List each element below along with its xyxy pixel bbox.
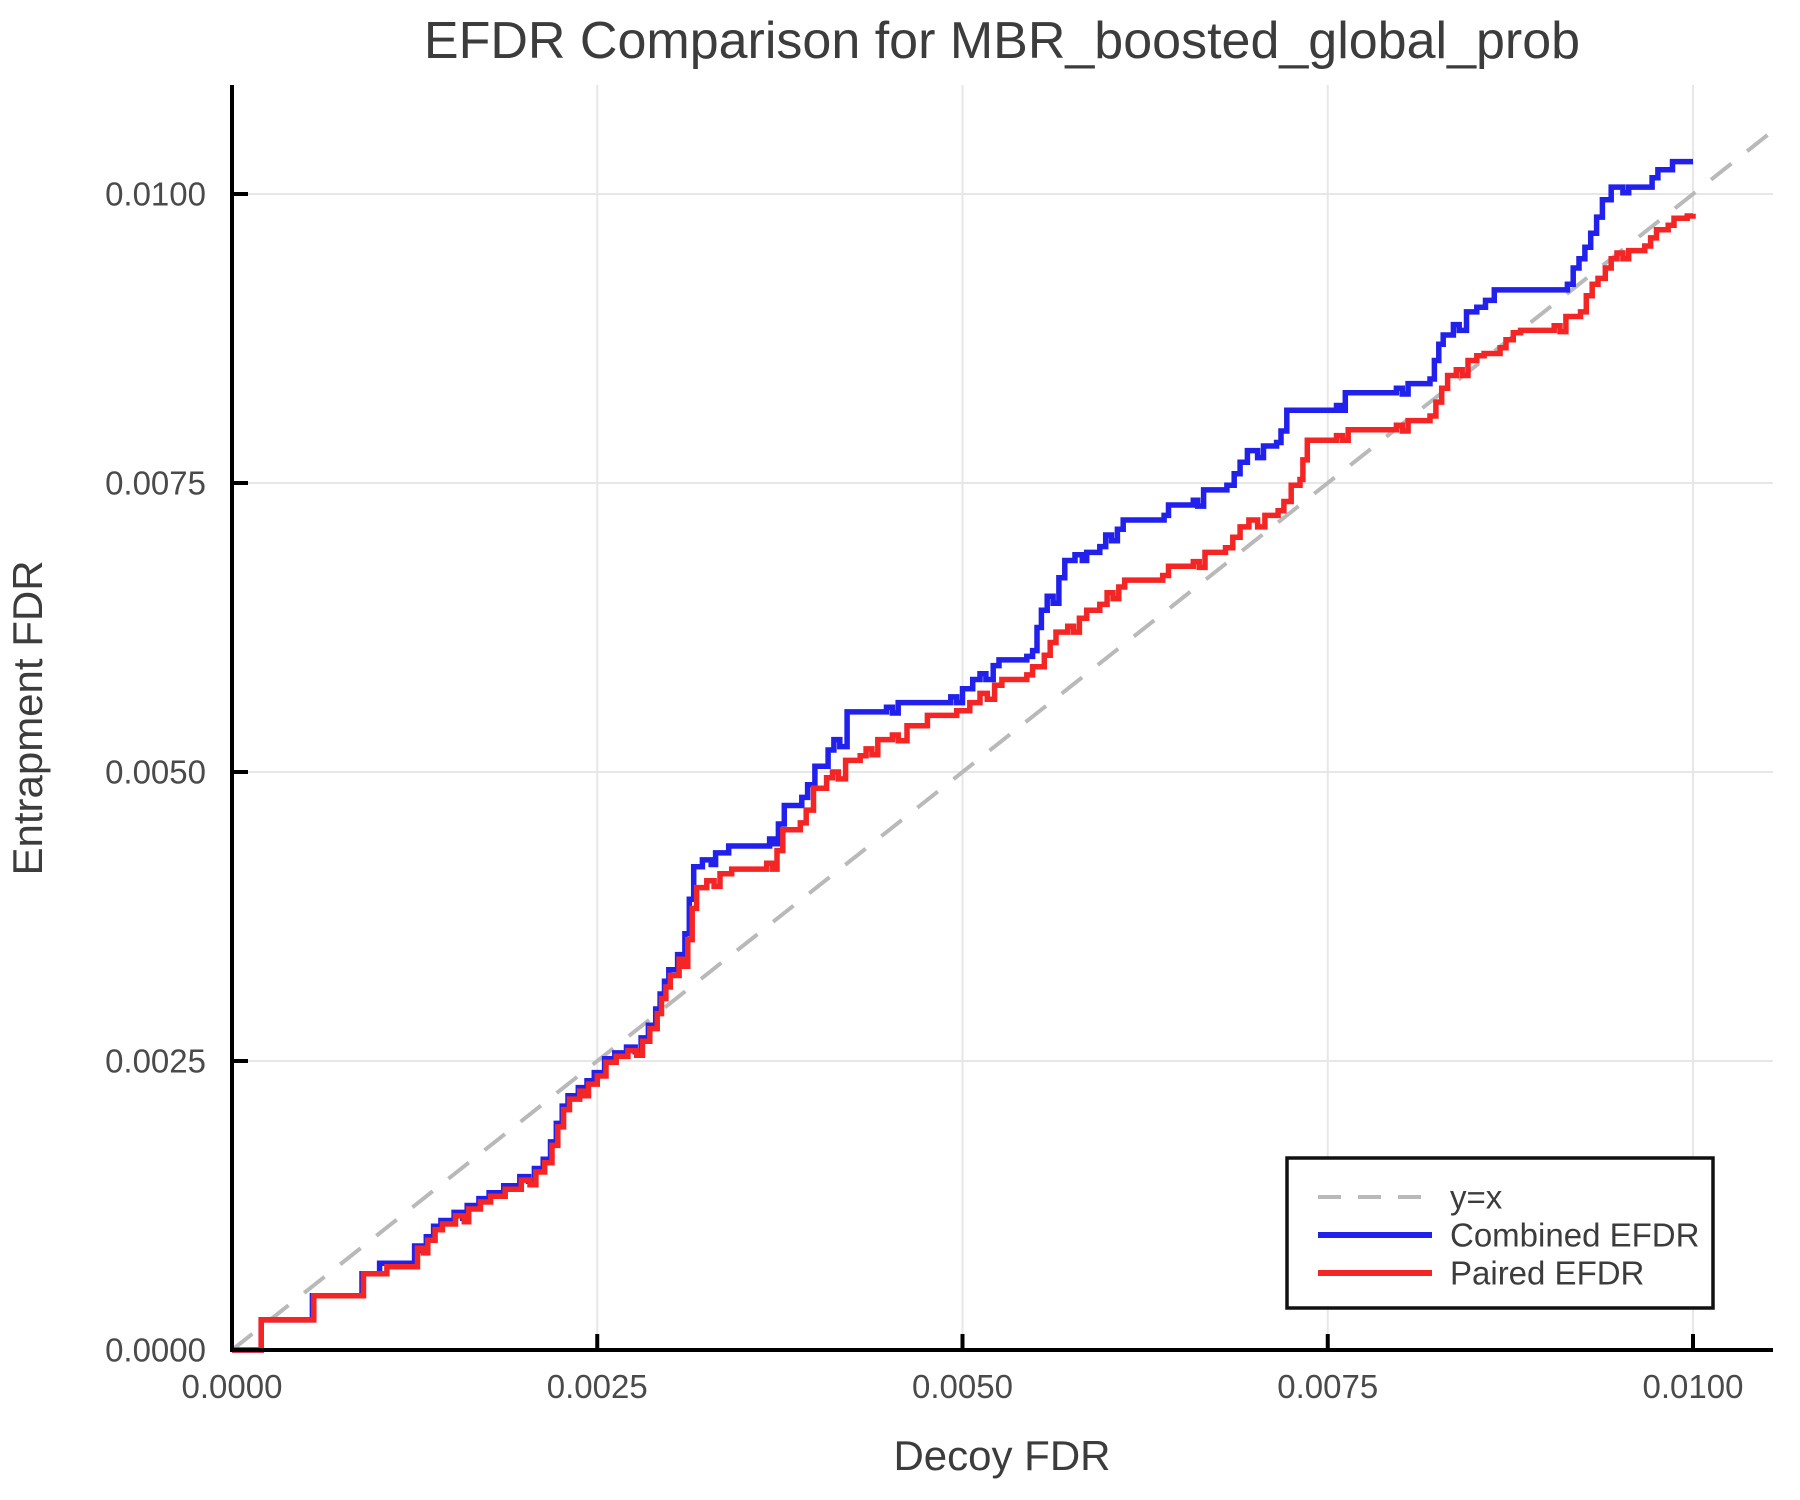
legend-entry-identity: y=x bbox=[1450, 1179, 1503, 1216]
gridlines bbox=[232, 85, 1773, 1350]
combined-efdr-line bbox=[232, 158, 1693, 1353]
x-tick-label: 0.0025 bbox=[547, 1368, 648, 1405]
tick-labels: 0.0000 0.0025 0.0050 0.0075 0.0100 0.0000 0.00… bbox=[105, 176, 1743, 1405]
axes bbox=[230, 85, 1773, 1352]
plot-series bbox=[230, 132, 1771, 1353]
y-tick-label: 0.0000 bbox=[105, 1332, 206, 1369]
paired-efdr-line bbox=[232, 213, 1696, 1353]
legend: y=x Combined EFDR Paired EFDR bbox=[1285, 1156, 1715, 1310]
y-tick-label: 0.0025 bbox=[105, 1043, 206, 1080]
y-tick-label: 0.0075 bbox=[105, 465, 206, 502]
x-axis-label: Decoy FDR bbox=[893, 1432, 1110, 1479]
y-tick-label: 0.0050 bbox=[105, 754, 206, 791]
chart-title: EFDR Comparison for MBR_boosted_global_p… bbox=[424, 12, 1580, 70]
x-tick-label: 0.0100 bbox=[1643, 1368, 1744, 1405]
legend-entry-paired-efdr: Paired EFDR bbox=[1450, 1255, 1644, 1292]
x-tick-label: 0.0000 bbox=[182, 1368, 283, 1405]
x-tick-label: 0.0075 bbox=[1277, 1368, 1378, 1405]
x-tick-label: 0.0050 bbox=[912, 1368, 1013, 1405]
legend-entry-combined-efdr: Combined EFDR bbox=[1450, 1217, 1699, 1254]
y-tick-label: 0.0100 bbox=[105, 176, 206, 213]
y-axis-label: Entrapment FDR bbox=[4, 560, 51, 875]
